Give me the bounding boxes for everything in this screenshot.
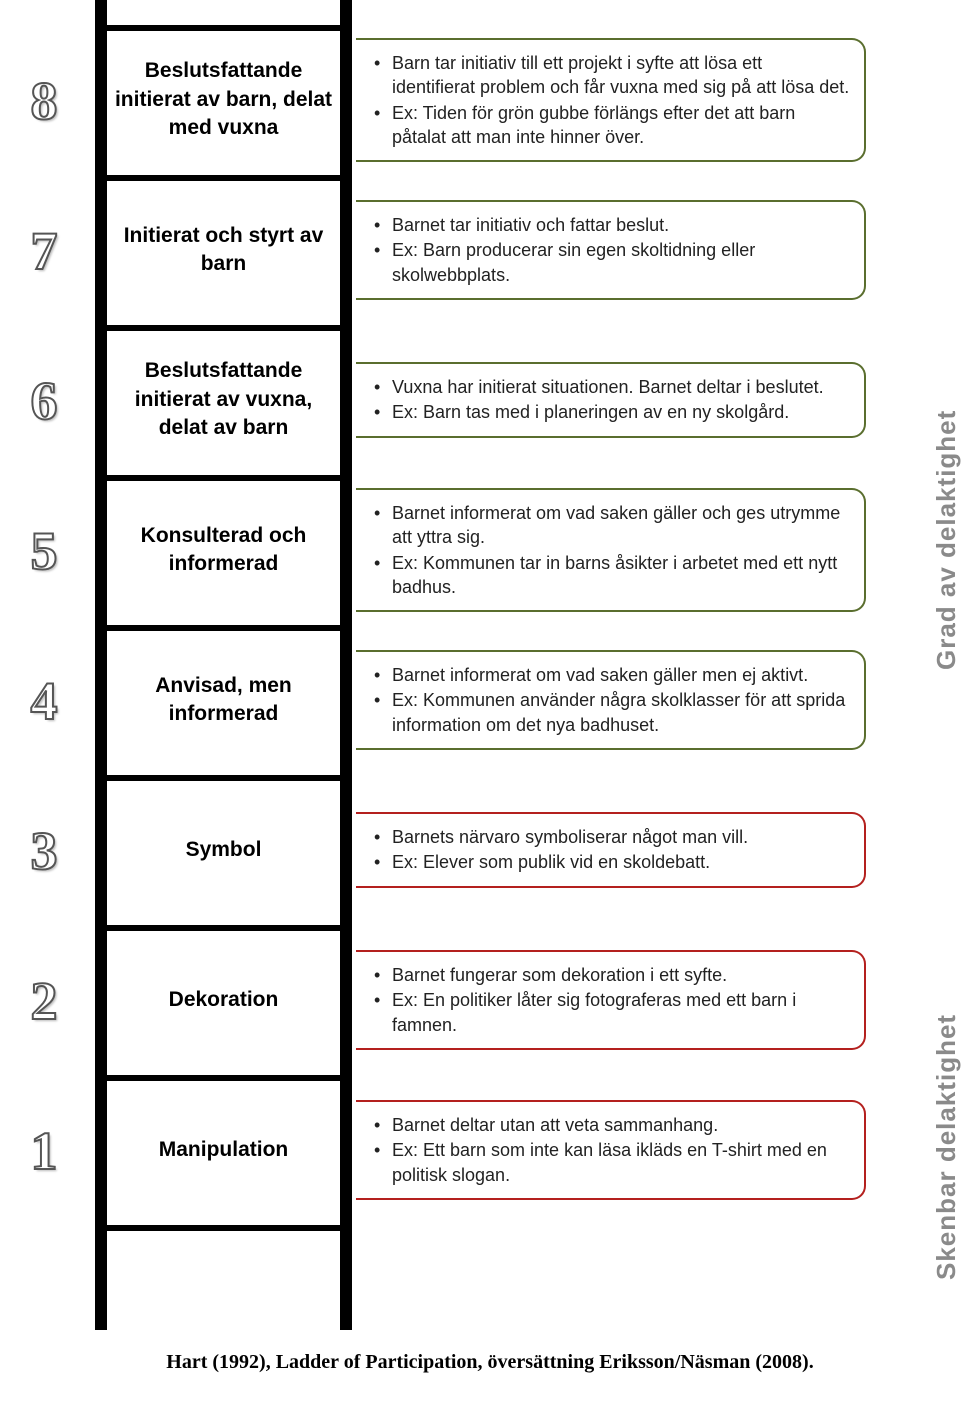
side-label-lower: Skenbar delaktighet: [931, 940, 962, 1280]
rung-number: 4: [8, 670, 80, 732]
rung-description: Barn tar initiativ till ett projekt i sy…: [356, 38, 866, 162]
ladder-rung: [95, 1075, 352, 1081]
rung-bullet: Ex: Kommunen använder några skolklasser …: [374, 688, 850, 737]
rung-number: 1: [8, 1120, 80, 1182]
rung-title: Anvisad, men informerad: [110, 633, 337, 767]
rung-description: Barnet deltar utan att veta sammanhang.E…: [356, 1100, 866, 1200]
rung-number: 5: [8, 520, 80, 582]
ladder-rung: [95, 475, 352, 481]
ladder-rung: [95, 625, 352, 631]
rung-number: 3: [8, 820, 80, 882]
rung-title: Symbol: [110, 783, 337, 917]
rung-bullet: Ex: Tiden för grön gubbe förlängs efter …: [374, 101, 850, 150]
rung-bullet: Barnet fungerar som dekoration i ett syf…: [374, 963, 850, 987]
rung-bullet: Ex: Kommunen tar in barns åsikter i arbe…: [374, 551, 850, 600]
ladder-rail-right: [340, 0, 352, 1330]
rung-bullet: Barnets närvaro symboliserar något man v…: [374, 825, 850, 849]
rung-bullet: Barnet informerat om vad saken gäller oc…: [374, 501, 850, 550]
rung-description: Barnets närvaro symboliserar något man v…: [356, 812, 866, 888]
ladder-rung: [95, 1225, 352, 1231]
ladder-rail-left: [95, 0, 107, 1330]
ladder-rung: [95, 175, 352, 181]
rung-bullet: Vuxna har initierat situationen. Barnet …: [374, 375, 850, 399]
rung-bullet: Barnet tar initiativ och fattar beslut.: [374, 213, 850, 237]
rung-bullet: Barnet deltar utan att veta sammanhang.: [374, 1113, 850, 1137]
ladder-rung: [95, 775, 352, 781]
rung-number: 2: [8, 970, 80, 1032]
rung-title: Konsulterad och informerad: [110, 483, 337, 617]
caption: Hart (1992), Ladder of Participation, öv…: [0, 1351, 980, 1374]
rung-description: Vuxna har initierat situationen. Barnet …: [356, 362, 866, 438]
rung-number: 6: [8, 370, 80, 432]
rung-title: Dekoration: [110, 933, 337, 1067]
rung-title: Beslutsfattande initierat av barn, delat…: [110, 33, 337, 167]
rung-bullet: Ex: Barn producerar sin egen skoltidning…: [374, 238, 850, 287]
rung-title: Initierat och styrt av barn: [110, 183, 337, 317]
rung-number: 8: [8, 70, 80, 132]
rung-description: Barnet informerat om vad saken gäller me…: [356, 650, 866, 750]
rung-description: Barnet fungerar som dekoration i ett syf…: [356, 950, 866, 1050]
rung-bullet: Ex: En politiker låter sig fotograferas …: [374, 988, 850, 1037]
rung-title: Manipulation: [110, 1083, 337, 1217]
rung-bullet: Ex: Barn tas med i planeringen av en ny …: [374, 400, 850, 424]
rung-number: 7: [8, 220, 80, 282]
rung-bullet: Barn tar initiativ till ett projekt i sy…: [374, 51, 850, 100]
rung-title: Beslutsfattande initierat av vuxna, dela…: [110, 333, 337, 467]
ladder-rung: [95, 325, 352, 331]
rung-description: Barnet tar initiativ och fattar beslut.E…: [356, 200, 866, 300]
ladder-rung: [95, 925, 352, 931]
side-label-upper: Grad av delaktighet: [931, 230, 962, 670]
rung-bullet: Barnet informerat om vad saken gäller me…: [374, 663, 850, 687]
rung-bullet: Ex: Elever som publik vid en skoldebatt.: [374, 850, 850, 874]
ladder-rung: [95, 25, 352, 31]
rung-bullet: Ex: Ett barn som inte kan läsa ikläds en…: [374, 1138, 850, 1187]
rung-description: Barnet informerat om vad saken gäller oc…: [356, 488, 866, 612]
